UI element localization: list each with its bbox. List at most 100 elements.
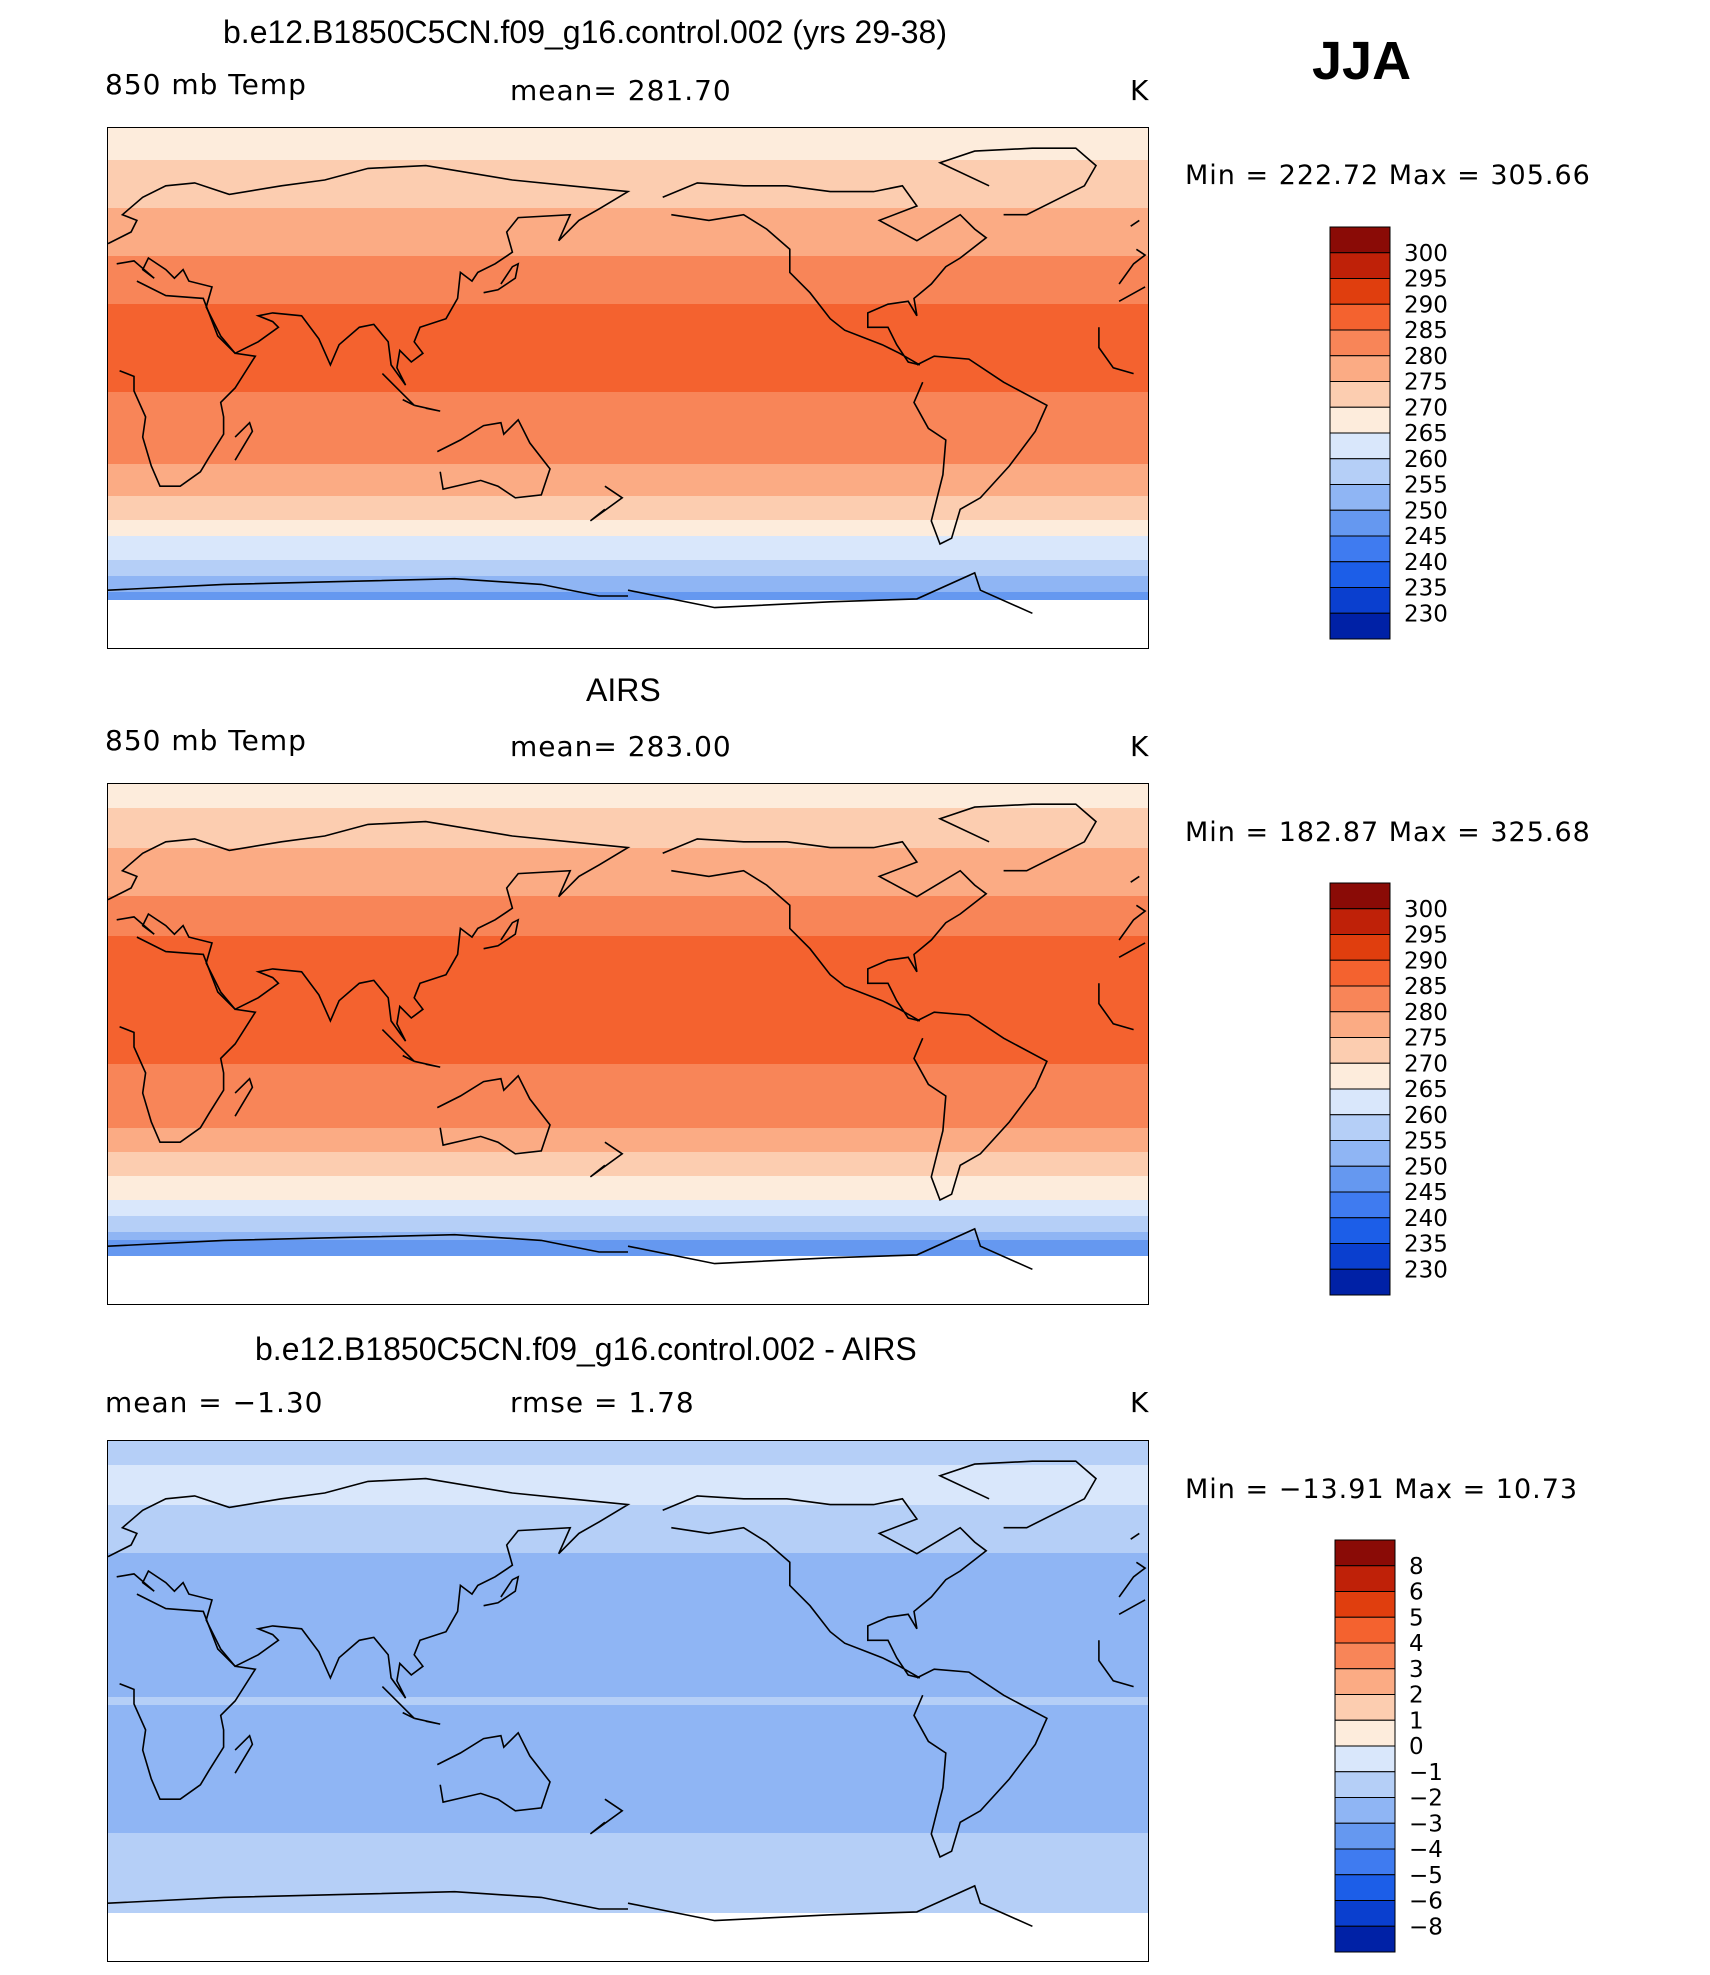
panel3-colorbar: 8 6 5 4 3 2 1 0 −1 −2 −3 −4 −5 −6 −8: [1334, 1539, 1475, 1953]
coastline: [937, 147, 1098, 216]
field-band: [108, 1232, 1148, 1241]
colorbar-swatch: [1329, 1114, 1391, 1141]
field-band: [108, 352, 1148, 361]
field-band: [108, 1272, 1148, 1281]
field-band: [108, 1721, 1148, 1730]
field-band: [108, 504, 1148, 513]
field-band: [108, 904, 1148, 913]
colorbar-tick-label: 260: [1404, 447, 1448, 473]
colorbar-swatch: [1334, 1848, 1396, 1876]
field-band: [108, 832, 1148, 841]
field-band: [108, 840, 1148, 849]
field-band: [108, 1793, 1148, 1802]
field-band: [108, 872, 1148, 881]
field-band: [108, 184, 1148, 193]
field-band: [108, 560, 1148, 569]
colorbar-tick-label: −6: [1409, 1889, 1443, 1915]
colorbar-tick-label: 290: [1404, 948, 1448, 974]
field-band: [108, 1825, 1148, 1834]
field-band: [108, 1745, 1148, 1754]
field-band: [108, 784, 1148, 793]
field-band: [108, 1601, 1148, 1610]
panel2-variable-label: 850 mb Temp: [105, 724, 307, 757]
coastline: [234, 1077, 254, 1117]
colorbar-swatch: [1329, 612, 1391, 640]
field-band: [108, 1801, 1148, 1810]
field-band: [108, 640, 1148, 648]
field-band: [108, 344, 1148, 353]
field-band: [108, 800, 1148, 809]
field-band: [108, 1865, 1148, 1874]
coastline: [483, 262, 520, 294]
coastline: [662, 182, 988, 366]
field-band: [108, 1625, 1148, 1634]
colorbar-tick-label: 6: [1409, 1580, 1424, 1606]
field-band: [108, 1240, 1148, 1249]
field-band: [108, 1192, 1148, 1201]
colorbar-swatch: [1334, 1591, 1396, 1618]
field-band: [108, 584, 1148, 593]
colorbar-tick-label: 265: [1404, 1077, 1448, 1103]
coastline: [436, 1074, 551, 1155]
panel1-title: b.e12.B1850C5CN.f09_g16.control.002 (yrs…: [223, 14, 947, 50]
coastline: [1130, 875, 1140, 883]
coastline: [234, 421, 254, 461]
colorbar-swatch: [1334, 1771, 1396, 1798]
field-band: [108, 1673, 1148, 1682]
field-band: [108, 1280, 1148, 1289]
field-band: [108, 1937, 1148, 1946]
field-band: [108, 168, 1148, 177]
panel1-map: [107, 127, 1149, 649]
field-band: [108, 1641, 1148, 1650]
panel3-title: b.e12.B1850C5CN.f09_g16.control.002 - AI…: [255, 1331, 917, 1367]
field-band: [108, 1657, 1148, 1666]
panel1-minmax: Min = 222.72 Max = 305.66: [1185, 160, 1591, 191]
panel2-units-label: K: [1130, 730, 1150, 763]
field-band: [108, 1921, 1148, 1930]
colorbar-tick-label: 4: [1409, 1631, 1424, 1657]
field-band: [108, 1561, 1148, 1570]
field-band: [108, 1809, 1148, 1818]
colorbar-swatch: [1329, 1088, 1391, 1116]
colorbar-tick-label: 300: [1404, 241, 1448, 267]
field-band: [108, 376, 1148, 385]
field-band: [108, 336, 1148, 345]
field-band: [108, 1569, 1148, 1578]
coastline: [589, 1798, 624, 1835]
field-band: [108, 1224, 1148, 1233]
colorbar-tick-label: 295: [1404, 923, 1448, 949]
field-band: [108, 424, 1148, 433]
colorbar-tick-label: 1: [1409, 1708, 1424, 1734]
coastline: [414, 1060, 441, 1068]
panel3-rmse-label: rmse = 1.78: [510, 1386, 695, 1419]
field-band: [108, 528, 1148, 537]
colorbar-swatch: [1329, 535, 1391, 563]
field-band: [108, 1713, 1148, 1722]
field-band: [108, 1585, 1148, 1594]
field-band: [108, 1529, 1148, 1538]
field-band: [108, 1505, 1148, 1514]
field-band: [108, 912, 1148, 921]
colorbar-swatch: [1334, 1900, 1396, 1927]
field-band: [108, 1777, 1148, 1786]
field-band: [108, 456, 1148, 465]
colorbar-tick-label: −4: [1409, 1837, 1443, 1863]
colorbar-swatch: [1334, 1539, 1396, 1567]
coastline: [119, 280, 1146, 487]
field-band: [108, 392, 1148, 401]
field-band: [108, 264, 1148, 273]
field-band: [108, 1136, 1148, 1145]
colorbar-swatch: [1334, 1616, 1396, 1644]
field-band: [108, 856, 1148, 865]
field-band: [108, 1521, 1148, 1530]
colorbar-swatch: [1329, 458, 1391, 485]
field-band: [108, 1096, 1148, 1105]
coastline: [414, 1717, 441, 1725]
field-band: [108, 1945, 1148, 1954]
colorbar-swatch: [1329, 1140, 1391, 1167]
coastline: [483, 1575, 520, 1607]
field-band: [108, 368, 1148, 377]
field-band: [108, 440, 1148, 449]
field-band: [108, 1929, 1148, 1938]
field-band: [108, 1633, 1148, 1642]
